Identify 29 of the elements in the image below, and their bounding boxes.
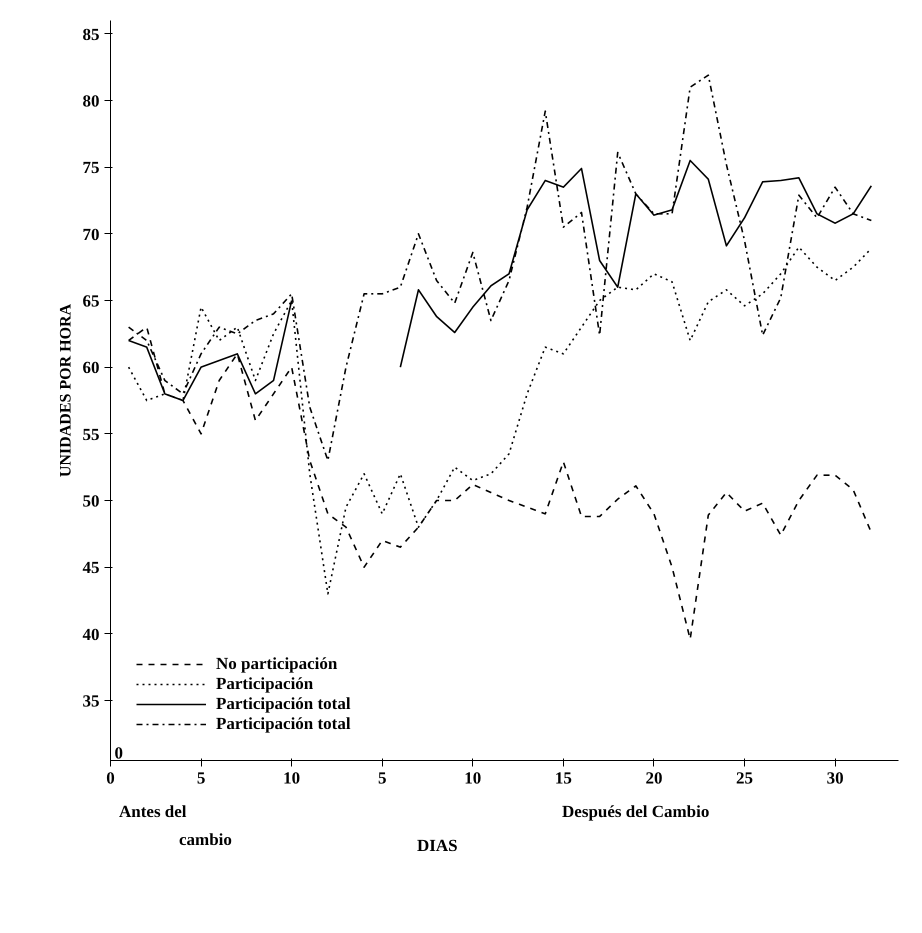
x-tick-label: 5 bbox=[196, 768, 206, 788]
y-tick-label: 40 bbox=[82, 624, 100, 644]
x-tick-label: 15 bbox=[554, 768, 572, 788]
x-tick-label: 30 bbox=[826, 768, 844, 788]
y-tick-label: 65 bbox=[82, 292, 100, 310]
y-tick-label: 60 bbox=[82, 358, 100, 378]
y-tick-label: 55 bbox=[82, 424, 100, 444]
legend-label: Participación bbox=[216, 674, 314, 694]
x-tick-label: 5 bbox=[378, 768, 386, 788]
x-axis-title: DIAS bbox=[417, 835, 458, 857]
y-tick-label: 45 bbox=[82, 558, 100, 578]
annotation: 0 bbox=[114, 744, 123, 762]
y-tick-label: 70 bbox=[82, 224, 100, 244]
text: Antes del cambio bbox=[119, 801, 232, 851]
x-tick-label: 20 bbox=[645, 768, 662, 788]
x-tick-label: 10 bbox=[283, 768, 300, 788]
legend-label: Participación total bbox=[216, 694, 351, 714]
text: Después del Cambio bbox=[562, 801, 710, 823]
y-axis-title: UNIDADES POR HORA bbox=[58, 303, 74, 478]
y-tick-label: 50 bbox=[82, 492, 100, 510]
y-tick-label: 80 bbox=[82, 92, 100, 110]
x-tick-label: 25 bbox=[736, 768, 754, 788]
y-tick-label: 75 bbox=[82, 158, 100, 178]
x-tick-label: 0 bbox=[106, 768, 115, 788]
x-tick-label: 10 bbox=[464, 768, 482, 788]
legend-label: Participación total bbox=[216, 714, 351, 734]
legend-label: No participación bbox=[216, 654, 338, 674]
y-tick-label: 35 bbox=[82, 692, 100, 710]
y-tick-label: 85 bbox=[82, 24, 100, 44]
